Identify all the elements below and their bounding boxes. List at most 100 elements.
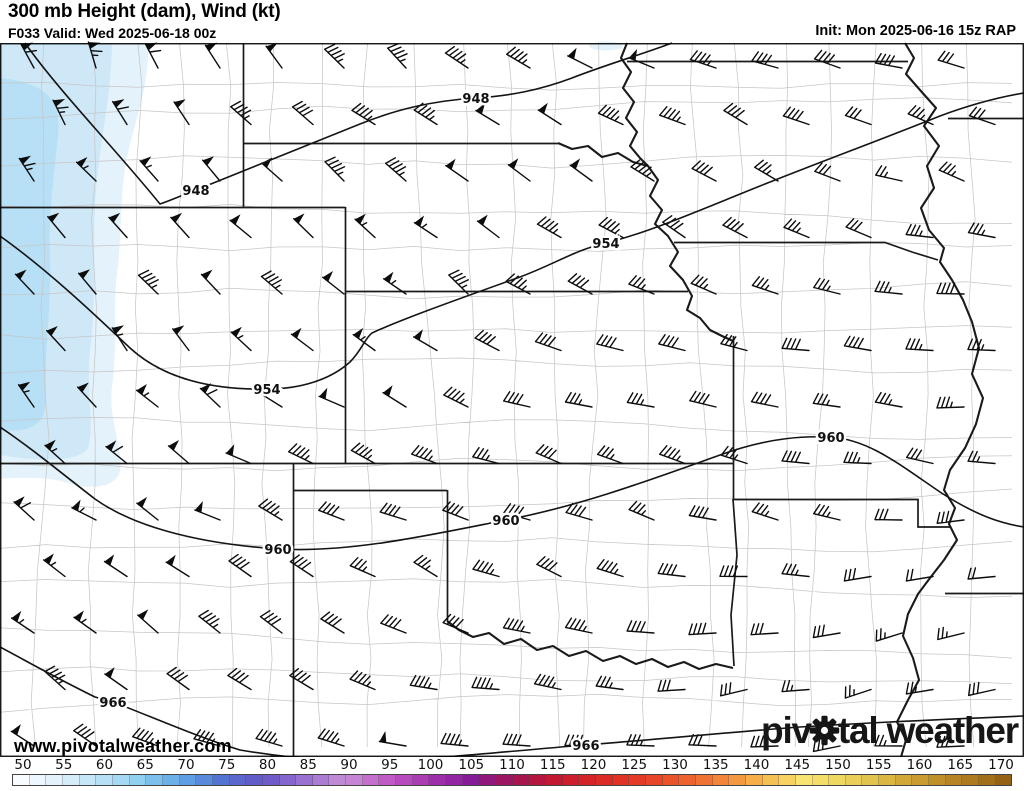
- colorbar-tick: 135: [702, 757, 729, 773]
- colorbar-cell: [329, 775, 347, 785]
- state-border-line: [733, 498, 951, 528]
- colorbar-tick: 110: [499, 757, 525, 773]
- colorbar-cell: [662, 775, 680, 785]
- colorbar-cell: [929, 775, 946, 785]
- header: 300 mb Height (dam), Wind (kt) F033 Vali…: [0, 0, 1024, 43]
- colorbar-cell: [46, 775, 63, 785]
- colorbar-cell: [779, 775, 796, 785]
- colorbar-cell: [96, 775, 113, 785]
- colorbar-tick: 105: [458, 757, 485, 773]
- state-border-line: [730, 498, 738, 667]
- page-title: 300 mb Height (dam), Wind (kt): [8, 1, 281, 22]
- contour-948: [24, 42, 673, 205]
- colorbar-tick: 50: [14, 757, 32, 773]
- colorbar-cell: [795, 775, 813, 785]
- colorbar-tick: 125: [621, 757, 648, 773]
- contour-label: 966: [99, 696, 126, 711]
- logo-text-suffix: tal weather: [837, 710, 1019, 751]
- red-river: [446, 620, 734, 671]
- colorbar-cell: [945, 775, 963, 785]
- colorbar-cell: [612, 775, 630, 785]
- colorbar-cell: [429, 775, 447, 785]
- wind-barbs: [10, 41, 996, 753]
- colorbar-cell: [229, 775, 247, 785]
- contour-label: 948: [462, 92, 489, 107]
- contour-label: 954: [592, 237, 619, 252]
- colorbar-tick: 75: [218, 757, 236, 773]
- colorbar-tick: 90: [340, 757, 358, 773]
- colorbar-cell: [912, 775, 930, 785]
- colorbar-tick: 95: [381, 757, 399, 773]
- colorbar-cell: [212, 775, 230, 785]
- colorbar-cell: [362, 775, 380, 785]
- colorbar-cell: [845, 775, 863, 785]
- colorbar-cell: [379, 775, 397, 785]
- colorbar-cell: [829, 775, 846, 785]
- colorbar-cell: [262, 775, 280, 785]
- colorbar-cell: [296, 775, 313, 785]
- colorbar-cell: [895, 775, 913, 785]
- watermark: www.pivotalweather.com: [14, 736, 232, 756]
- colorbar-cell: [629, 775, 646, 785]
- mississippi-river: [895, 42, 985, 758]
- colorbar-tick: 80: [258, 757, 277, 773]
- colorbar-cell: [146, 775, 163, 785]
- contour-label: 954: [253, 383, 280, 398]
- colorbar-cell: [129, 775, 147, 785]
- colorbar-cell: [312, 775, 330, 785]
- colorbar-cell: [712, 775, 730, 785]
- contour-labels: 948 948 954 954 960 960 960 966 966: [97, 90, 847, 757]
- colorbar-cell: [862, 775, 880, 785]
- colorbar-tick: 120: [580, 757, 607, 773]
- forecast-valid-label: F033 Valid: Wed 2025-06-18 00z: [8, 25, 217, 41]
- contour-960: [0, 426, 1024, 551]
- county-boundaries: [0, 42, 1013, 748]
- colorbar-tick: 170: [988, 757, 1014, 773]
- colorbar-tick: 165: [947, 757, 974, 773]
- colorbar-cell: [62, 775, 80, 785]
- colorbar-cell: [812, 775, 830, 785]
- colorbar-cell: [496, 775, 513, 785]
- colorbar-tick: 145: [784, 757, 811, 773]
- colorbar-cell: [13, 775, 30, 785]
- wind-barb-pennants: [11, 42, 638, 743]
- colorbar-cell: [179, 775, 197, 785]
- colorbar-tick: 100: [417, 757, 444, 773]
- contour-954: [0, 92, 1024, 390]
- colorbar-cell: [462, 775, 480, 785]
- colorbar-tick: 55: [55, 757, 73, 773]
- pivotal-weather-logo: piv tal weather: [761, 710, 1019, 752]
- colorbar-cell: [346, 775, 363, 785]
- colorbar-cell: [679, 775, 696, 785]
- colorbar-cell: [446, 775, 463, 785]
- colorbar-cell: [79, 775, 97, 785]
- colorbar-cell: [162, 775, 180, 785]
- colorbar-cell: [879, 775, 896, 785]
- colorbar-cell: [396, 775, 413, 785]
- colorbar-cell: [745, 775, 763, 785]
- colorbar-cell: [729, 775, 746, 785]
- colorbar-tick: 140: [743, 757, 770, 773]
- logo-text-prefix: piv: [761, 710, 812, 751]
- wind-speed-colorbar: 50 55 60 65 70 75 80 85 90 95 100 105 110 115 120 125 13…: [0, 757, 1024, 791]
- colorbar-tick: 70: [177, 757, 195, 773]
- colorbar-cell: [562, 775, 580, 785]
- colorbar-tick: 160: [906, 757, 933, 773]
- state-border-line: [674, 241, 939, 261]
- shade-light-patch: [589, 41, 623, 51]
- height-contours: [0, 42, 1024, 762]
- colorbar-cell: [762, 775, 780, 785]
- colorbar-cell: [512, 775, 530, 785]
- colorbar-gradient: [12, 774, 1012, 786]
- contour-label: 960: [817, 431, 844, 446]
- contour-label: 960: [264, 543, 291, 558]
- colorbar-tick: 150: [825, 757, 851, 773]
- colorbar-tick: 60: [95, 757, 114, 773]
- colorbar-cell: [112, 775, 130, 785]
- colorbar-cell: [962, 775, 980, 785]
- colorbar-cell: [979, 775, 996, 785]
- colorbar-cell: [595, 775, 613, 785]
- gear-icon: [809, 713, 840, 746]
- colorbar-cell: [645, 775, 663, 785]
- contour-label: 948: [182, 184, 209, 199]
